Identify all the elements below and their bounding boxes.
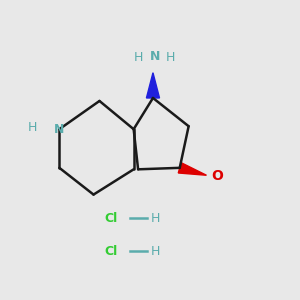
Text: H: H [151, 212, 160, 225]
Text: H: H [134, 51, 143, 64]
Polygon shape [178, 163, 206, 175]
Text: N: N [54, 123, 65, 136]
Text: Cl: Cl [104, 244, 117, 258]
Polygon shape [146, 73, 160, 98]
Text: H: H [28, 121, 37, 134]
Text: O: O [211, 169, 223, 183]
Text: N: N [150, 50, 161, 63]
Text: H: H [166, 51, 176, 64]
Text: H: H [151, 244, 160, 258]
Text: Cl: Cl [104, 212, 117, 225]
